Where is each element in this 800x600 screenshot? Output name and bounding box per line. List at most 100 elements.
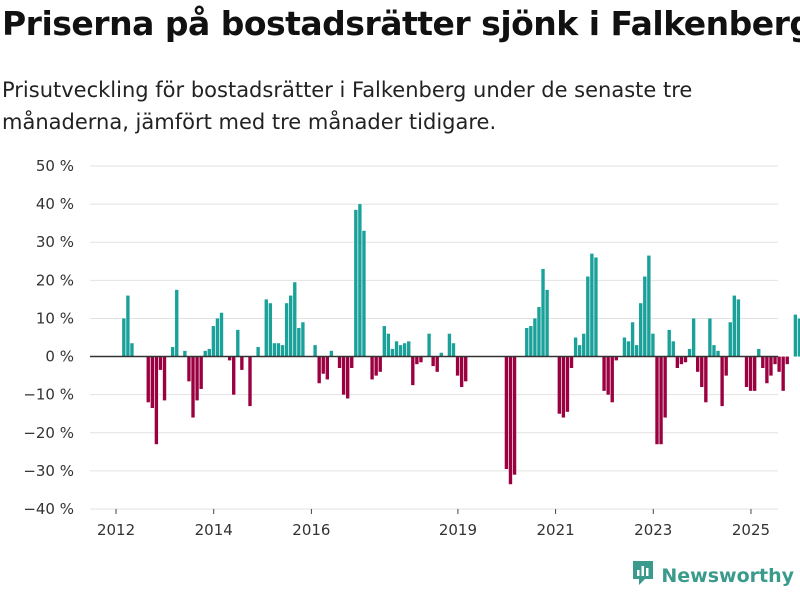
bar	[248, 356, 252, 407]
bar	[203, 350, 207, 357]
bar	[744, 356, 749, 388]
bar	[130, 343, 134, 357]
bar	[720, 356, 724, 407]
bar	[329, 350, 334, 357]
bar	[382, 326, 386, 357]
bar	[704, 356, 708, 403]
bar	[341, 356, 346, 395]
bar	[264, 299, 268, 357]
bar	[565, 356, 570, 412]
bar	[211, 326, 216, 357]
bar	[451, 343, 456, 357]
bar	[227, 356, 232, 361]
bar	[647, 255, 651, 357]
bar	[154, 356, 159, 445]
bar	[590, 253, 594, 357]
bar	[508, 356, 513, 485]
bar	[667, 329, 671, 357]
y-tick-label: −40 %	[23, 500, 74, 518]
bar	[622, 337, 627, 357]
bar	[655, 356, 659, 445]
chart-subtitle: Prisutveckling för bostadsrätter i Falke…	[2, 78, 693, 134]
x-tick-label: 2019	[439, 521, 477, 539]
bar	[150, 356, 154, 409]
bar	[569, 356, 574, 368]
bar	[679, 356, 684, 365]
bar	[411, 356, 415, 386]
bar	[289, 295, 293, 357]
x-tick-label: 2016	[292, 521, 330, 539]
bar	[773, 356, 777, 365]
bar	[297, 327, 301, 357]
bar	[378, 356, 382, 372]
bar	[634, 345, 639, 357]
y-tick-label: −20 %	[23, 424, 74, 442]
bar	[447, 333, 452, 357]
bar	[398, 345, 403, 357]
bar	[651, 333, 655, 357]
newsworthy-logo-icon	[631, 559, 655, 592]
bar	[162, 356, 167, 401]
y-tick-label: 50 %	[36, 157, 74, 175]
bar	[606, 356, 610, 395]
bar	[691, 318, 696, 357]
bar	[215, 318, 220, 357]
bar	[407, 341, 411, 357]
x-tick-label: 2023	[634, 521, 672, 539]
bar	[390, 348, 395, 357]
bar	[175, 289, 179, 357]
bar	[785, 356, 789, 365]
bar	[700, 356, 704, 388]
bar	[207, 348, 211, 357]
bar	[610, 356, 614, 403]
bar	[724, 356, 728, 376]
brand-logo: Newsworthy	[631, 559, 794, 592]
bar	[337, 356, 342, 368]
bar	[708, 318, 712, 357]
x-tick-label: 2014	[195, 521, 233, 539]
bar	[126, 295, 130, 357]
bar	[561, 356, 566, 418]
bar	[594, 257, 598, 357]
bar	[195, 356, 199, 401]
bar	[219, 312, 224, 357]
bar	[777, 356, 781, 372]
bar	[639, 303, 643, 357]
bar	[602, 356, 606, 391]
bar	[459, 356, 464, 388]
bar	[545, 289, 549, 357]
bar	[761, 356, 765, 368]
bar	[358, 204, 362, 357]
bar	[183, 350, 187, 357]
bar	[431, 356, 435, 367]
bar	[793, 314, 798, 357]
bar	[313, 345, 317, 357]
chart-title: Priserna på bostadsrätter sjönk i Falken…	[2, 4, 800, 43]
bar	[663, 356, 667, 418]
bar	[687, 348, 692, 357]
bar	[728, 322, 732, 357]
bar	[321, 356, 325, 374]
bar	[541, 268, 545, 357]
bar	[240, 356, 244, 370]
bar	[529, 326, 533, 357]
bar	[748, 356, 753, 391]
bar	[374, 356, 378, 376]
bar	[696, 356, 700, 372]
y-tick-label: 40 %	[36, 195, 74, 213]
bar	[533, 318, 537, 357]
y-tick-label: −10 %	[23, 386, 74, 404]
bar	[256, 347, 260, 357]
bar	[276, 343, 281, 357]
bar	[683, 356, 688, 363]
bar	[577, 345, 582, 357]
x-tick-label: 2021	[537, 521, 575, 539]
bar	[630, 322, 635, 357]
bar	[752, 356, 757, 391]
bar	[712, 345, 716, 357]
bar	[362, 230, 366, 357]
bar	[504, 356, 509, 469]
bar	[419, 356, 423, 363]
bar	[464, 356, 468, 382]
bar	[586, 276, 590, 357]
